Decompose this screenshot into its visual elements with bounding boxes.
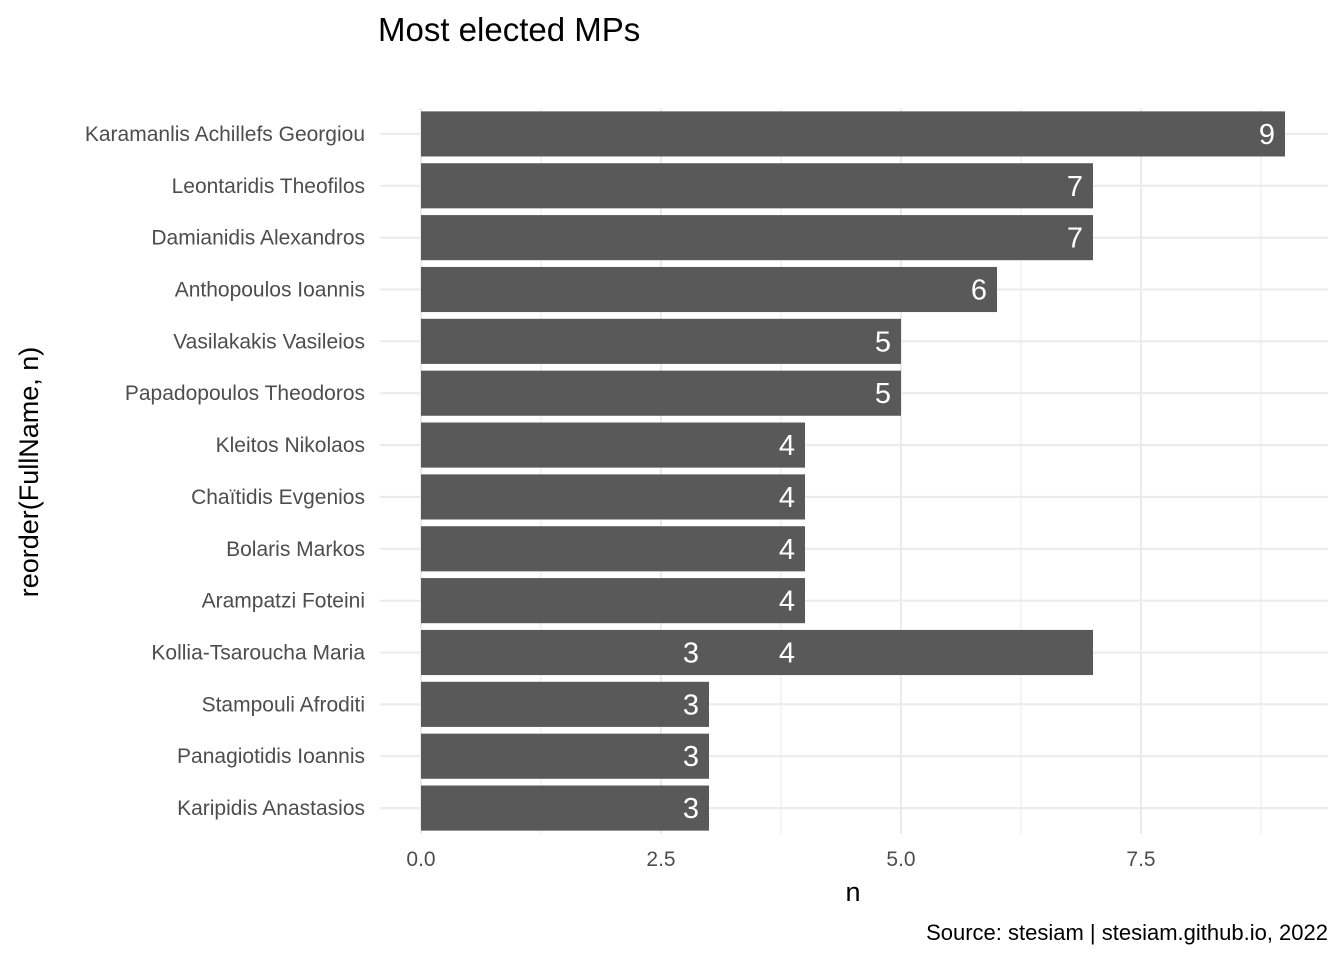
y-tick-label: Kollia-Tsaroucha Maria bbox=[151, 642, 365, 665]
y-tick-label: Damianidis Alexandros bbox=[151, 227, 365, 250]
bar bbox=[421, 422, 805, 468]
data-labels-layer: 9 7 7 6 5 5 4 4 4 4 3 4 3 3 3 bbox=[683, 119, 1275, 825]
y-tick-label: Leontaridis Theofilos bbox=[172, 175, 365, 198]
data-label: 9 bbox=[1259, 119, 1275, 151]
data-label: 4 bbox=[779, 586, 795, 618]
data-label: 5 bbox=[875, 378, 891, 410]
bar bbox=[421, 370, 901, 416]
data-label: 7 bbox=[1067, 171, 1083, 203]
y-tick-label: Stampouli Afroditi bbox=[202, 693, 365, 716]
y-tick-label: Kleitos Nikolaos bbox=[216, 434, 365, 457]
y-tick-label: Panagiotidis Ioannis bbox=[177, 745, 365, 768]
data-label: 4 bbox=[779, 534, 795, 566]
bar bbox=[421, 474, 805, 520]
data-label: 3 bbox=[683, 741, 699, 773]
y-tick-label: Bolaris Markos bbox=[226, 538, 365, 561]
x-axis-title: n bbox=[845, 877, 860, 907]
bar bbox=[421, 318, 901, 364]
data-label: 6 bbox=[971, 275, 987, 307]
data-label: 4 bbox=[779, 430, 795, 462]
x-tick-labels: 0.0 2.5 5.0 7.5 bbox=[406, 848, 1155, 871]
bar bbox=[421, 733, 709, 779]
chart-caption: Source: stesiam | stesiam.github.io, 202… bbox=[926, 920, 1328, 945]
y-tick-label: Chaïtidis Evgenios bbox=[191, 486, 365, 509]
data-label: 3 bbox=[683, 793, 699, 825]
bar bbox=[421, 681, 709, 727]
data-label: 7 bbox=[1067, 223, 1083, 255]
y-tick-label: Arampatzi Foteini bbox=[202, 590, 365, 613]
data-label: 4 bbox=[779, 638, 795, 670]
y-tick-label: Vasilakakis Vasileios bbox=[173, 330, 365, 353]
data-label: 3 bbox=[683, 638, 699, 670]
chart-title: Most elected MPs bbox=[378, 11, 640, 48]
bars-layer bbox=[421, 111, 1285, 831]
bar bbox=[421, 526, 805, 572]
y-tick-label: Karamanlis Achillefs Georgiou bbox=[85, 123, 365, 146]
y-axis-title: reorder(FullName, n) bbox=[14, 347, 44, 598]
x-tick-label: 0.0 bbox=[406, 848, 435, 871]
x-tick-label: 2.5 bbox=[646, 848, 675, 871]
data-label: 3 bbox=[683, 689, 699, 721]
x-tick-label: 7.5 bbox=[1126, 848, 1155, 871]
bar bbox=[421, 578, 805, 624]
y-tick-labels: Karamanlis Achillefs Georgiou Leontaridis… bbox=[85, 123, 365, 820]
bar bbox=[421, 111, 1285, 157]
bar bbox=[421, 266, 997, 313]
x-tick-label: 5.0 bbox=[886, 848, 915, 871]
bar bbox=[421, 785, 709, 831]
y-tick-label: Anthopoulos Ioannis bbox=[175, 279, 365, 302]
data-label: 4 bbox=[779, 482, 795, 514]
data-label: 5 bbox=[875, 326, 891, 358]
bar bbox=[421, 215, 1093, 261]
y-tick-label: Karipidis Anastasios bbox=[177, 797, 365, 820]
y-tick-label: Papadopoulos Theodoros bbox=[125, 382, 365, 405]
bar bbox=[421, 629, 1093, 676]
bar bbox=[421, 163, 1093, 209]
